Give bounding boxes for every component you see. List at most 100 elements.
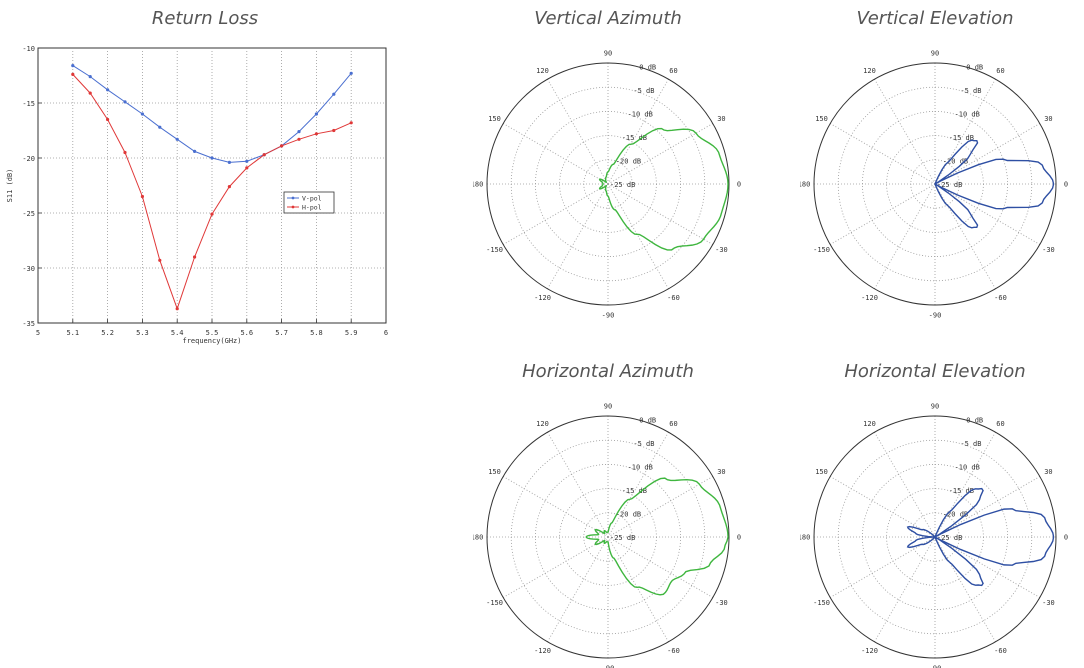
polar-ring	[510, 86, 706, 282]
polar-outer-ring	[813, 415, 1057, 659]
polar-spoke	[547, 183, 609, 289]
data-point-h-pol	[106, 117, 110, 122]
polar-spoke	[874, 183, 936, 289]
polar-spoke	[547, 536, 609, 642]
polar-angle-label: 60	[669, 67, 677, 75]
data-point-h-pol	[140, 194, 144, 199]
polar-ring	[510, 439, 706, 635]
data-point-v-pol	[123, 100, 127, 104]
polar-ring	[583, 512, 633, 562]
data-point-h-pol	[193, 255, 197, 259]
vertical-azimuth-title: Vertical Azimuth	[534, 8, 682, 29]
polar-ring-label: 0 dB	[966, 64, 983, 72]
polar-angle-label: 150	[815, 115, 828, 123]
polar-angle-label: -90	[929, 665, 942, 668]
data-point-h-pol	[314, 132, 318, 136]
x-tick-label: 5.8	[310, 329, 323, 337]
data-point-v-pol	[314, 112, 318, 116]
data-point-h-pol	[227, 185, 231, 189]
polar-angle-label: -150	[813, 246, 830, 254]
polar-angle-label: 90	[931, 50, 939, 58]
data-point-h-pol	[71, 72, 75, 76]
polar-ring-label: -15 dB	[949, 134, 974, 142]
polar-spoke	[830, 123, 936, 185]
x-tick-label: 6	[384, 329, 388, 337]
polar-angle-label: 0	[737, 181, 741, 189]
y-tick-label: -25	[22, 210, 35, 218]
polar-ring	[886, 488, 984, 586]
polar-angle-label: 150	[815, 468, 828, 476]
legend-marker	[291, 205, 295, 209]
data-point-v-pol	[193, 149, 197, 153]
polar-angle-label: -150	[486, 246, 503, 254]
polar-spoke	[607, 183, 713, 245]
y-axis-label: S11 (dB)	[6, 169, 14, 203]
polar-ring-label: 0 dB	[966, 417, 983, 425]
radiation-pattern	[906, 487, 1055, 587]
polar-spoke	[934, 123, 1040, 185]
vertical-azimuth-chart: 0 30 60 90 120 150 180 -150 -120 -90 -60 -30 0 dB -5 …	[473, 50, 741, 320]
polar-angle-label: 60	[996, 420, 1004, 428]
polar-angle-label: -150	[486, 599, 503, 607]
polar-ring	[910, 159, 960, 209]
polar-spoke	[830, 536, 936, 598]
polar-spoke	[934, 183, 996, 289]
data-point-v-pol	[175, 137, 179, 141]
polar-angle-label: 30	[717, 115, 725, 123]
polar-angle-label: 120	[536, 420, 549, 428]
polar-ring-label: -15 dB	[622, 134, 647, 142]
polar-angle-label: -120	[534, 647, 551, 655]
y-tick-label: -35	[22, 320, 35, 328]
data-point-v-pol	[245, 159, 249, 163]
polar-angle-label: 180	[473, 534, 483, 542]
polar-angle-label: 60	[669, 420, 677, 428]
polar-angle-label: 90	[931, 403, 939, 411]
data-point-h-pol	[262, 153, 266, 157]
polar-ring-label: -20 dB	[943, 511, 968, 519]
polar-angle-label: 120	[536, 67, 549, 75]
legend-label: H-pol	[302, 204, 322, 212]
polar-angle-label: 120	[863, 420, 876, 428]
polar-ring-label: -5 dB	[960, 440, 981, 448]
polar-angle-label: -90	[602, 665, 615, 668]
polar-spoke	[874, 79, 936, 185]
data-point-v-pol	[158, 125, 162, 129]
polar-ring	[583, 159, 633, 209]
polar-spoke	[503, 476, 609, 538]
polar-ring	[535, 111, 681, 257]
polar-angle-label: 90	[604, 403, 612, 411]
data-point-v-pol	[349, 71, 353, 75]
polar-ring-label: -5 dB	[960, 87, 981, 95]
polar-angle-label: 180	[473, 181, 483, 189]
polar-angle-label: -150	[813, 599, 830, 607]
polar-spoke	[607, 123, 713, 185]
polar-spoke	[547, 79, 609, 185]
polar-ring	[559, 488, 657, 586]
x-tick-label: 5.5	[206, 329, 219, 337]
data-point-v-pol	[140, 112, 144, 116]
x-tick-label: 5.3	[136, 329, 149, 337]
polar-outer-ring	[486, 62, 730, 306]
polar-ring	[862, 464, 1008, 610]
polar-spoke	[874, 432, 936, 538]
x-axis-label: frequency(GHz)	[182, 337, 241, 345]
horizontal-elevation-title: Horizontal Elevation	[844, 361, 1026, 382]
radiation-pattern	[585, 477, 729, 596]
polar-ring-label: -25 dB	[610, 181, 635, 189]
x-tick-label: 5.2	[101, 329, 114, 337]
radiation-pattern	[598, 127, 729, 251]
x-tick-label: 5.9	[345, 329, 358, 337]
polar-angle-label: 0	[1064, 534, 1068, 542]
polar-spoke	[503, 183, 609, 245]
data-point-v-pol	[88, 75, 92, 79]
polar-spoke	[934, 183, 1040, 245]
polar-spoke	[934, 476, 1040, 538]
polar-spoke	[830, 183, 936, 245]
polar-ring-label: -10 dB	[628, 464, 653, 472]
polar-angle-label: -120	[861, 647, 878, 655]
polar-spoke	[934, 536, 1040, 598]
data-point-v-pol	[297, 130, 301, 134]
polar-outer-ring	[486, 415, 730, 659]
radiation-pattern	[934, 139, 1055, 229]
polar-spoke	[503, 123, 609, 185]
